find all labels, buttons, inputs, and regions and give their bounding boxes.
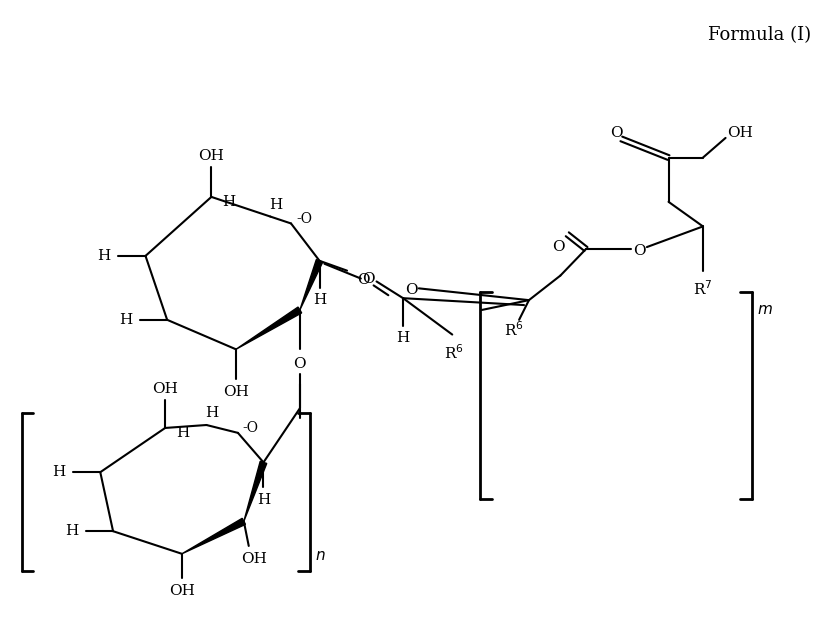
Text: R$^6$: R$^6$ bbox=[444, 343, 464, 362]
Text: O: O bbox=[357, 273, 370, 288]
Text: OH: OH bbox=[727, 126, 753, 140]
Text: OH: OH bbox=[223, 384, 249, 399]
Text: OH: OH bbox=[169, 584, 195, 598]
Text: H: H bbox=[269, 198, 282, 212]
Text: H: H bbox=[313, 293, 327, 307]
Text: H: H bbox=[257, 493, 270, 507]
Text: H: H bbox=[119, 313, 132, 327]
Polygon shape bbox=[236, 307, 302, 349]
Text: R$^6$: R$^6$ bbox=[504, 320, 524, 339]
Text: H: H bbox=[397, 331, 410, 344]
Polygon shape bbox=[244, 462, 267, 521]
Polygon shape bbox=[300, 260, 322, 310]
Text: O: O bbox=[293, 357, 307, 371]
Polygon shape bbox=[182, 518, 246, 554]
Text: OH: OH bbox=[152, 382, 178, 395]
Text: $m$: $m$ bbox=[757, 303, 773, 317]
Text: O: O bbox=[552, 240, 565, 254]
Text: O: O bbox=[610, 126, 623, 140]
Text: Formula (I): Formula (I) bbox=[708, 26, 811, 44]
Text: -O: -O bbox=[243, 421, 259, 435]
Text: $n$: $n$ bbox=[315, 549, 325, 563]
Text: H: H bbox=[97, 249, 111, 263]
Text: OH: OH bbox=[198, 149, 224, 163]
Text: H: H bbox=[177, 426, 189, 440]
Text: O: O bbox=[362, 271, 375, 286]
Text: -O: -O bbox=[296, 212, 312, 226]
Text: OH: OH bbox=[241, 552, 267, 566]
Text: O: O bbox=[633, 244, 646, 258]
Text: H: H bbox=[65, 524, 78, 538]
Text: R$^7$: R$^7$ bbox=[693, 279, 713, 297]
Text: H: H bbox=[52, 465, 66, 479]
Text: H: H bbox=[222, 195, 236, 209]
Text: O: O bbox=[405, 283, 417, 297]
Text: H: H bbox=[205, 406, 218, 420]
